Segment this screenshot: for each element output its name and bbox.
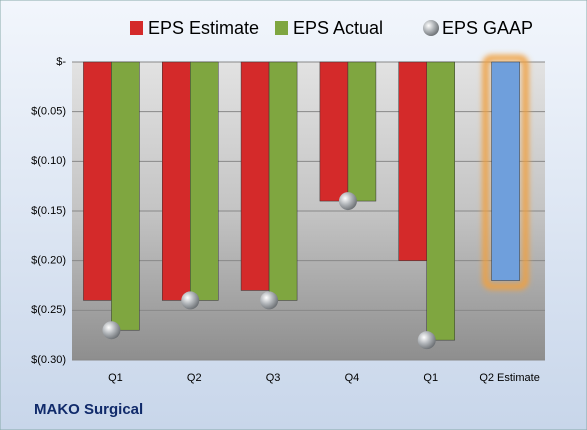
legend-marker	[275, 21, 288, 35]
y-tick-label: $(0.25)	[31, 304, 66, 316]
gaap-point	[417, 331, 436, 350]
x-tick-label: Q2 Estimate	[479, 372, 540, 384]
bar	[426, 61, 455, 341]
x-tick-label: Q2	[187, 372, 202, 384]
x-tick-label: Q1	[108, 372, 123, 384]
y-tick-label: $(0.10)	[31, 155, 66, 167]
gaap-point	[181, 291, 200, 310]
bar	[491, 61, 520, 281]
legend-marker	[130, 21, 143, 35]
legend-marker	[423, 20, 439, 36]
legend-label: EPS Actual	[293, 18, 383, 38]
legend-label: EPS GAAP	[442, 18, 533, 38]
x-tick-label: Q4	[345, 372, 360, 384]
legend-label: EPS Estimate	[148, 18, 259, 38]
bar	[111, 61, 140, 331]
bar	[240, 61, 270, 291]
gaap-point	[338, 192, 357, 211]
x-tick-label: Q1	[423, 372, 438, 384]
bar	[162, 61, 191, 301]
bar	[319, 61, 349, 202]
chart-title: MAKO Surgical	[34, 401, 143, 418]
gaap-point	[260, 291, 279, 310]
highlight-glow	[482, 55, 529, 290]
bar	[347, 61, 377, 202]
bar	[83, 61, 112, 301]
y-tick-label: $(0.15)	[31, 205, 66, 217]
gaap-point	[102, 321, 121, 340]
y-tick-label: $(0.30)	[31, 354, 66, 366]
y-tick-label: $(0.20)	[31, 255, 66, 267]
y-tick-label: $-	[56, 56, 66, 68]
bar	[268, 61, 298, 301]
bar	[398, 61, 427, 261]
bar	[190, 61, 219, 301]
x-tick-label: Q3	[266, 372, 281, 384]
y-tick-label: $(0.05)	[31, 106, 66, 118]
